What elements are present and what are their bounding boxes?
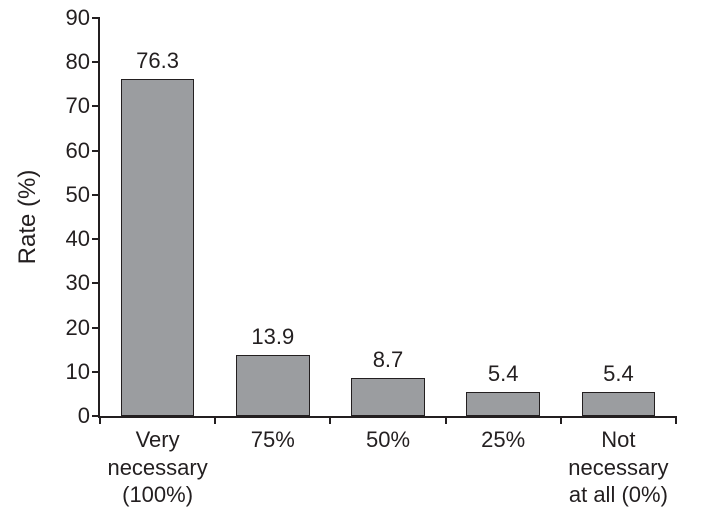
xtick-mark xyxy=(560,416,562,424)
ytick-label: 40 xyxy=(66,226,100,252)
xtick-mark xyxy=(445,416,447,424)
bar: 76.3 xyxy=(121,79,195,416)
bar-value-label: 8.7 xyxy=(373,347,404,379)
ytick-label: 20 xyxy=(66,315,100,341)
xtick-label: 50% xyxy=(366,416,410,454)
xtick-label: 25% xyxy=(481,416,525,454)
xtick-mark xyxy=(99,416,101,424)
bar: 13.9 xyxy=(236,355,310,416)
xtick-mark xyxy=(329,416,331,424)
y-axis-label: Rate (%) xyxy=(14,170,42,265)
bar-value-label: 76.3 xyxy=(136,48,179,80)
plot-area: 010203040506070809076.3Very necessary (1… xyxy=(98,18,676,418)
xtick-label: 75% xyxy=(251,416,295,454)
ytick-label: 70 xyxy=(66,93,100,119)
ytick-label: 10 xyxy=(66,359,100,385)
bar-value-label: 13.9 xyxy=(251,324,294,356)
ytick-label: 80 xyxy=(66,49,100,75)
bar-value-label: 5.4 xyxy=(603,361,634,393)
ytick-label: 60 xyxy=(66,138,100,164)
ytick-label: 50 xyxy=(66,182,100,208)
ytick-label: 0 xyxy=(78,403,100,429)
ytick-label: 90 xyxy=(66,5,100,31)
bar: 5.4 xyxy=(582,392,656,416)
xtick-label: Not necessary at all (0%) xyxy=(568,416,668,509)
xtick-mark xyxy=(214,416,216,424)
ytick-label: 30 xyxy=(66,270,100,296)
xtick-label: Very necessary (100%) xyxy=(107,416,207,509)
bar: 8.7 xyxy=(351,378,425,416)
necessity-bar-chart: 010203040506070809076.3Very necessary (1… xyxy=(0,0,709,519)
bar: 5.4 xyxy=(466,392,540,416)
xtick-mark xyxy=(675,416,677,424)
bar-value-label: 5.4 xyxy=(488,361,519,393)
